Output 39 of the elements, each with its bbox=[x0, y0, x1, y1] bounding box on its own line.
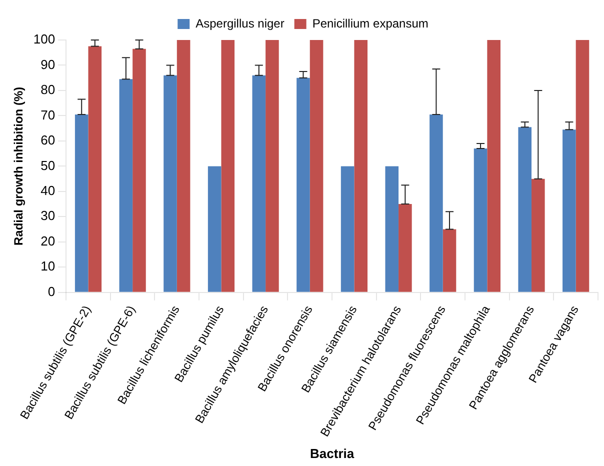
y-tick-label: 60 bbox=[40, 132, 56, 148]
bar bbox=[296, 78, 310, 292]
bar bbox=[532, 178, 545, 292]
legend-label: Penicillium expansum bbox=[312, 16, 428, 30]
y-tick-label: 90 bbox=[40, 56, 56, 72]
bar bbox=[310, 40, 324, 292]
bar bbox=[518, 127, 532, 292]
y-tick-label: 50 bbox=[40, 158, 56, 173]
y-tick-label: 70 bbox=[40, 107, 56, 122]
y-axis-title: Radial growth inhibition (%) bbox=[12, 86, 26, 246]
bar bbox=[385, 166, 399, 292]
bar bbox=[252, 75, 266, 292]
bar bbox=[340, 166, 354, 292]
y-tick-label: 0 bbox=[48, 284, 56, 299]
bar bbox=[208, 166, 222, 292]
bar bbox=[164, 75, 177, 292]
y-tick-label: 40 bbox=[40, 183, 56, 198]
bar bbox=[266, 40, 279, 292]
y-tick-label: 10 bbox=[40, 258, 56, 274]
bar bbox=[442, 229, 456, 292]
bar bbox=[487, 40, 500, 292]
bar bbox=[576, 40, 590, 292]
bar bbox=[398, 204, 412, 292]
y-tick-label: 30 bbox=[40, 208, 56, 224]
bar bbox=[221, 40, 235, 292]
bar bbox=[132, 48, 146, 292]
bar bbox=[74, 114, 88, 292]
bar bbox=[474, 148, 488, 292]
bar bbox=[119, 79, 133, 292]
y-tick-label: 20 bbox=[40, 233, 56, 248]
bar bbox=[354, 40, 368, 292]
bar bbox=[430, 114, 443, 292]
y-tick-label: 80 bbox=[40, 82, 56, 98]
bar bbox=[562, 130, 576, 292]
legend-label: Aspergillus niger bbox=[196, 16, 284, 30]
x-axis-title: Bactria bbox=[310, 446, 355, 461]
bar bbox=[88, 46, 102, 292]
bar bbox=[176, 40, 190, 292]
y-tick-label: 100 bbox=[33, 32, 56, 47]
